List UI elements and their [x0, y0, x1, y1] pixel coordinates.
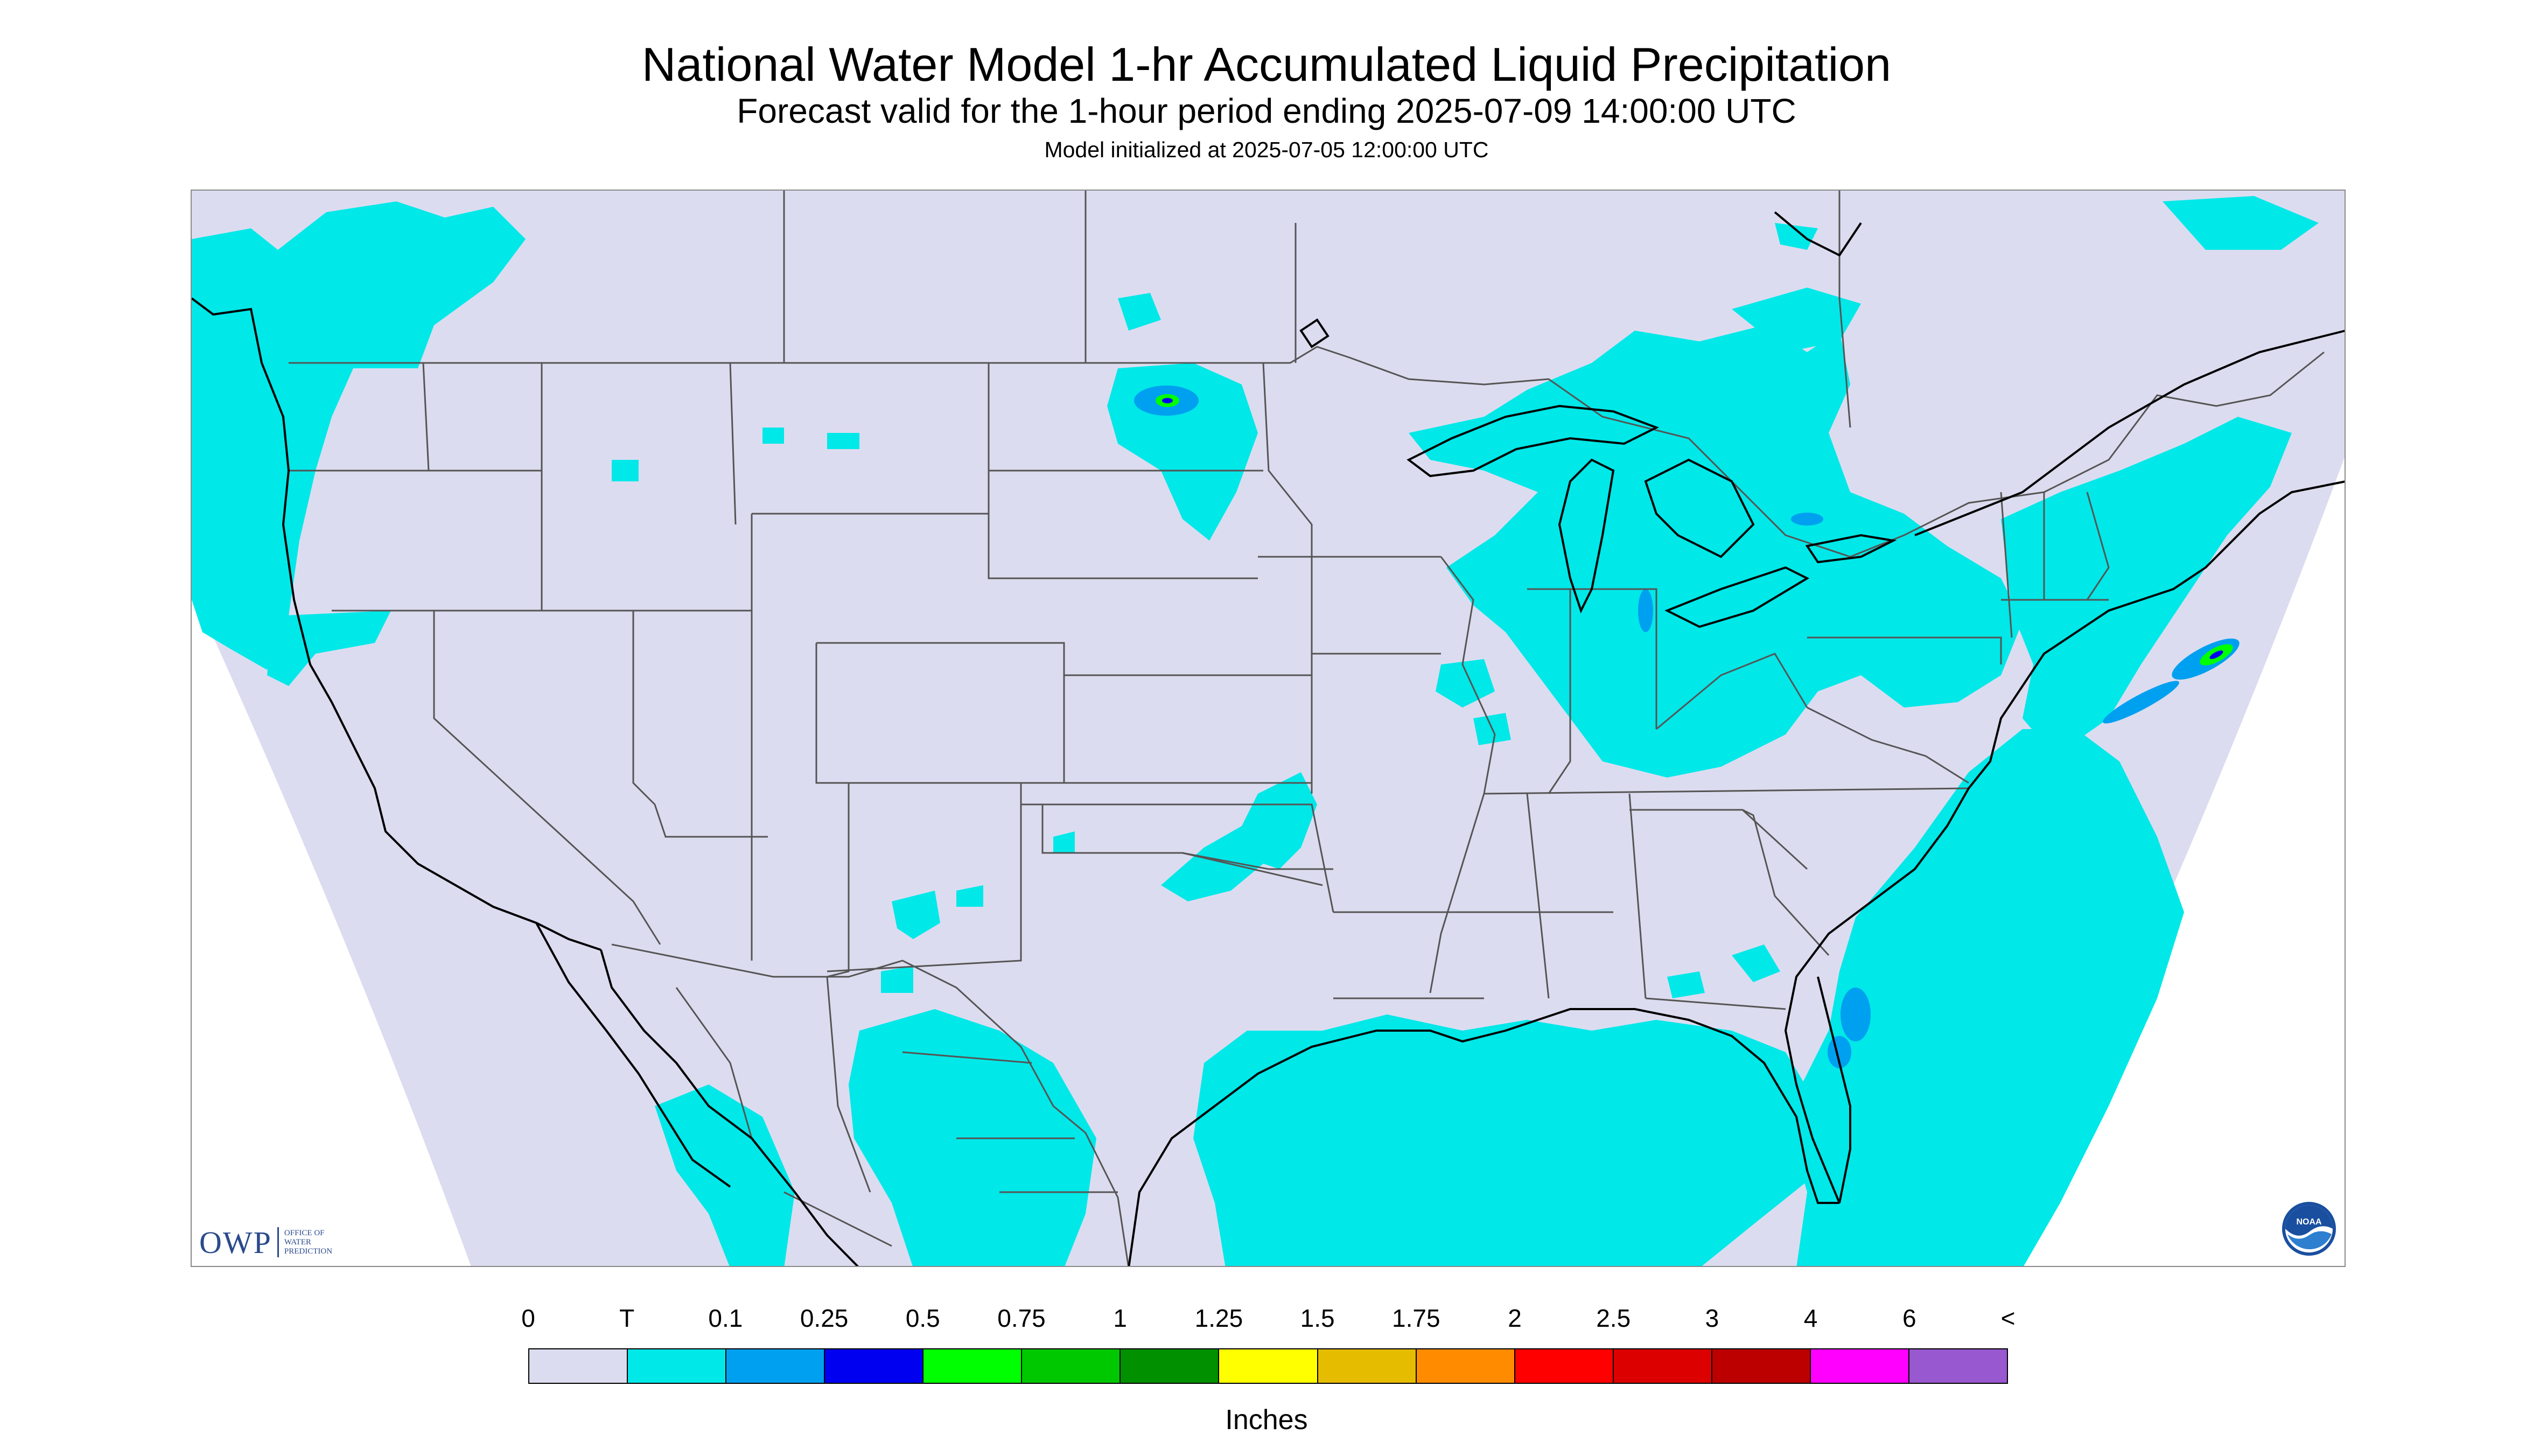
coast-gulf-mexico [1128, 1008, 1839, 1266]
precip-area-canada-prairie [1118, 293, 1161, 331]
lake-superior [1407, 404, 1659, 478]
legend-label: 0.75 [997, 1304, 1046, 1332]
legend-color-cell [1613, 1349, 1712, 1383]
coast-hudson-bay [1774, 211, 1862, 257]
legend-units: Inches [1225, 1404, 1308, 1436]
owp-logo-text: OFFICE OF WATER PREDICTION [284, 1229, 332, 1256]
legend-color-cell [1810, 1349, 1909, 1383]
coastlines [192, 211, 2345, 1266]
precip-area-ontario [1732, 288, 1861, 352]
legend-label: 1 [1113, 1304, 1127, 1332]
legend-color-cell [1022, 1349, 1121, 1383]
map-subtitle: Forecast valid for the 1-hour period end… [737, 92, 1796, 130]
map-title: National Water Model 1-hr Accumulated Li… [641, 38, 1892, 91]
legend-label: 0.1 [708, 1304, 743, 1332]
coast-florida-east [1817, 976, 1851, 1203]
precip-area-bc-coast [337, 223, 461, 304]
precip-area-quebec [2163, 196, 2319, 250]
legend-label: 2 [1508, 1304, 1522, 1332]
coast-gulf-california [600, 949, 859, 1266]
legend-label: 0.25 [800, 1304, 849, 1332]
precip-area-sinaloa [655, 1084, 795, 1266]
political-boundaries [289, 191, 2325, 1266]
lake-winnipeg [1299, 318, 1330, 348]
moderate-precip-cores [1156, 394, 2233, 666]
legend-color-cell [1515, 1349, 1614, 1383]
owp-logo-mark: OWP [199, 1224, 272, 1260]
lake-huron [1644, 458, 1755, 558]
legend-color-cell [1219, 1349, 1318, 1383]
legend-label: 1.25 [1194, 1304, 1243, 1332]
legend-color-cell [1121, 1349, 1220, 1383]
coast-pacific [192, 297, 601, 951]
legend-color-cell [825, 1349, 924, 1383]
precip-area-missouri [1436, 659, 1495, 708]
legend-color-cell [1318, 1349, 1417, 1383]
coast-atlantic [1784, 480, 2345, 1203]
border-us-canada [289, 346, 2325, 558]
owp-logo-divider [277, 1227, 279, 1257]
legend-label: 0.5 [905, 1304, 940, 1332]
owp-logo-line3: PREDICTION [284, 1247, 333, 1256]
owp-logo-line1: OFFICE OF [284, 1228, 325, 1237]
legend-color-cell [1712, 1349, 1811, 1383]
legend-color-cell [726, 1349, 825, 1383]
legend-color-cell [529, 1349, 628, 1383]
legend-label: 3 [1705, 1304, 1719, 1332]
model-init-time: Model initialized at 2025-07-05 12:00:00… [1044, 137, 1489, 162]
coast-st-lawrence [1914, 330, 2345, 536]
legend-labels: 0 T 0.1 0.25 0.5 0.75 1 1.25 1.5 1.75 2 2.5 3 4 6 < [0, 1303, 2533, 1335]
legend-color-bar [528, 1348, 2008, 1384]
precip-area-gulf [1193, 1014, 1818, 1266]
coast-baja [535, 922, 731, 1188]
legend-label: < [2000, 1304, 2016, 1332]
precip-area-northeast [2001, 417, 2292, 756]
map-svg [192, 191, 2345, 1266]
precip-area-southeast [1732, 944, 1780, 982]
precip-area-nor-cal [267, 611, 391, 686]
precip-area-new-mexico [892, 891, 940, 939]
legend-label: 0 [521, 1304, 535, 1332]
legend-label: 1.5 [1300, 1304, 1335, 1332]
noaa-logo: NOAA [2282, 1202, 2336, 1256]
lake-michigan [1558, 458, 1615, 614]
lake-ontario [1805, 534, 1897, 564]
border-red-river [1182, 852, 1323, 886]
owp-logo-line2: WATER [284, 1237, 311, 1247]
legend-color-cell [1909, 1349, 2007, 1383]
legend-label: 4 [1803, 1304, 1818, 1332]
precip-area-atlantic [1786, 729, 2184, 1266]
noaa-logo-text: NOAA [2296, 1217, 2322, 1227]
legend-label: 6 [1902, 1304, 1916, 1332]
precip-area-great-lakes [1409, 325, 2023, 778]
precipitation-map [191, 190, 2346, 1267]
legend-color-cell [923, 1349, 1023, 1383]
legend-color-cell [1416, 1349, 1515, 1383]
trace-precip-areas [192, 196, 2319, 1266]
legend-label: 2.5 [1596, 1304, 1631, 1332]
border-us-mexico [611, 943, 1129, 1266]
legend-label: 1.75 [1392, 1304, 1440, 1332]
legend-color-cell [628, 1349, 727, 1383]
lake-erie [1664, 566, 1810, 628]
legend-label: T [619, 1304, 635, 1332]
owp-logo: OWP OFFICE OF WATER PREDICTION [199, 1223, 332, 1261]
precip-area-pacific-nw [192, 201, 526, 670]
